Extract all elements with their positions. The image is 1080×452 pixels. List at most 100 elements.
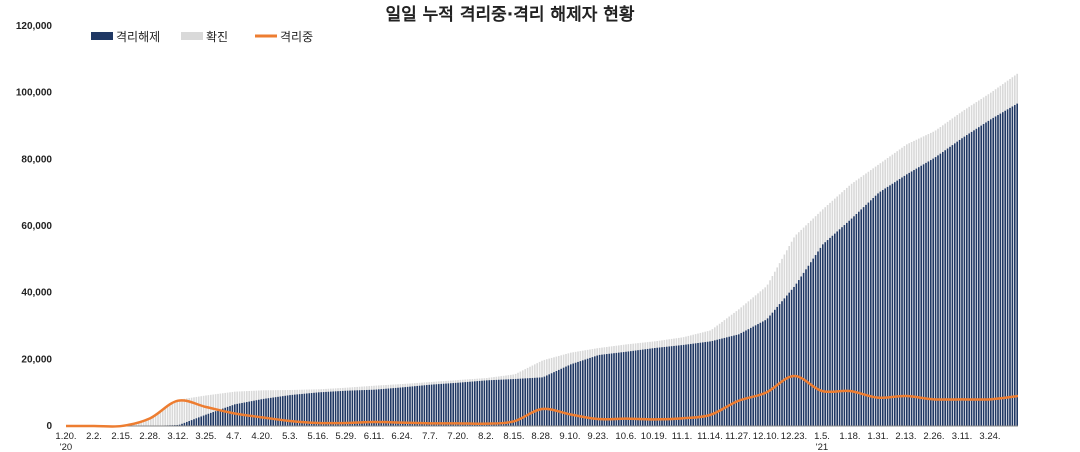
released-bar — [673, 345, 675, 426]
released-bar — [608, 353, 610, 426]
y-tick-label: 20,000 — [21, 354, 52, 365]
released-bar — [934, 157, 937, 426]
released-bar — [462, 382, 464, 426]
released-bar — [222, 408, 224, 426]
confirmed-bar — [150, 418, 152, 426]
released-bar — [303, 393, 306, 426]
released-bar — [1011, 106, 1014, 426]
released-bar — [531, 377, 534, 426]
released-bar — [546, 375, 548, 426]
released-bar — [430, 384, 433, 426]
released-bar — [394, 387, 397, 426]
released-bar — [675, 345, 678, 426]
released-bar — [994, 116, 997, 426]
x-tick-label: 1.5. — [814, 431, 830, 442]
released-bar — [910, 171, 913, 426]
confirmed-bar — [193, 397, 195, 426]
released-bar — [596, 355, 598, 426]
isolated-line-path — [65, 374, 1019, 428]
released-bar — [858, 211, 860, 426]
released-bar — [481, 380, 483, 426]
released-bar — [476, 381, 478, 426]
released-bar — [534, 377, 536, 426]
released-bar — [649, 348, 651, 426]
released-bar — [680, 345, 682, 426]
confirmed-bar — [171, 403, 174, 426]
released-bar — [334, 391, 337, 426]
released-bar — [728, 336, 730, 426]
released-bar — [190, 420, 193, 426]
released-bar — [426, 385, 428, 426]
released-bar — [790, 289, 793, 426]
confirmed-bar — [183, 398, 186, 426]
released-bar — [776, 306, 778, 426]
released-bar — [385, 388, 387, 426]
released-bar — [214, 411, 217, 426]
released-bar — [526, 378, 529, 426]
confirmed-bar — [140, 420, 142, 426]
released-bar — [939, 153, 942, 426]
released-bar — [831, 235, 834, 426]
released-bar — [231, 405, 234, 426]
released-bar — [550, 373, 553, 426]
released-bar — [822, 244, 824, 426]
released-bar — [747, 329, 750, 426]
released-bar — [570, 364, 572, 426]
released-bar — [229, 406, 231, 426]
released-bar — [440, 383, 442, 426]
confirmed-bar — [186, 398, 188, 426]
released-bar — [562, 367, 565, 426]
released-bar — [963, 136, 966, 426]
released-bar — [836, 231, 838, 426]
released-bar — [697, 343, 699, 426]
released-bar — [958, 139, 961, 426]
released-bar — [414, 386, 416, 426]
x-tick-label: 3.25. — [195, 431, 216, 442]
released-bar — [178, 424, 181, 426]
released-bar — [200, 416, 202, 426]
released-bar — [565, 366, 567, 426]
released-bar — [889, 185, 891, 426]
released-bar — [726, 337, 728, 426]
x-tick-label: 11.27. — [725, 431, 751, 442]
released-bar — [560, 368, 562, 426]
y-tick-label: 0 — [46, 421, 52, 432]
released-bar — [637, 350, 639, 426]
released-bar — [694, 343, 697, 426]
released-bar — [262, 398, 265, 426]
released-bar — [584, 359, 586, 426]
confirmed-bar — [188, 398, 190, 426]
released-bar — [846, 222, 848, 426]
released-bar — [805, 269, 807, 426]
released-bar — [654, 348, 656, 426]
released-bar — [906, 174, 908, 426]
chart-title: 일일 누적 격리중·격리 해제자 현황 — [385, 5, 634, 25]
released-bar — [402, 387, 404, 426]
released-bar — [282, 396, 284, 426]
confirmed-bar — [169, 405, 171, 426]
released-bar — [330, 391, 332, 426]
released-bar — [644, 349, 646, 426]
released-bar — [198, 417, 200, 426]
released-bar — [603, 354, 606, 426]
x-tick-label: 8.2. — [478, 431, 494, 442]
x-tick-label: 8.15. — [503, 431, 524, 442]
x-tick-label: 4.20. — [251, 431, 272, 442]
released-bar — [930, 160, 932, 427]
released-bar — [207, 413, 210, 426]
released-bar — [308, 393, 310, 426]
confirmed-bar — [200, 396, 202, 426]
released-bar — [277, 396, 279, 426]
released-bar — [807, 265, 810, 426]
released-bar — [406, 386, 409, 426]
released-bar — [358, 390, 361, 426]
released-bar — [610, 353, 613, 426]
released-bar — [946, 148, 949, 426]
released-bar — [709, 341, 711, 426]
released-bar — [901, 177, 903, 426]
x-tick-label: 11.1. — [672, 431, 692, 442]
released-bar — [666, 346, 668, 426]
released-bar — [927, 161, 930, 426]
released-bar — [618, 352, 620, 426]
released-bar — [1002, 112, 1004, 426]
